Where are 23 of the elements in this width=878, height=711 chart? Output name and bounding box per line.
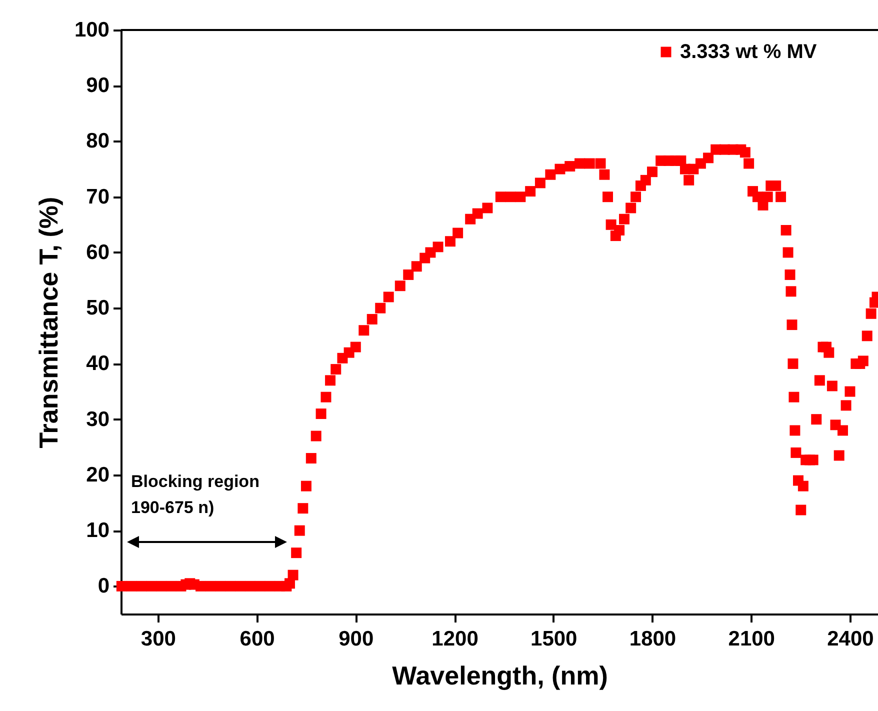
y-tick-label: 90 bbox=[86, 74, 110, 98]
legend-label: 3.333 wt % MV bbox=[680, 41, 818, 63]
x-tick-label: 300 bbox=[140, 628, 176, 650]
x-tick-label: 2400 bbox=[827, 628, 874, 650]
x-axis-title: Wavelength, (nm) bbox=[392, 660, 608, 690]
annotation: Blocking region 190-675 n) bbox=[131, 472, 260, 517]
x-tick-label: 1800 bbox=[629, 628, 676, 650]
y-tick-label: 0 bbox=[98, 574, 110, 598]
x-tick-label: 2100 bbox=[728, 628, 775, 650]
y-tick-label: 70 bbox=[86, 185, 110, 208]
y-tick-label: 50 bbox=[86, 296, 110, 320]
x-tick-label: 600 bbox=[240, 628, 275, 650]
y-tick-label: 60 bbox=[86, 240, 110, 264]
x-tick-label: 1500 bbox=[530, 628, 578, 650]
y-axis-title: Transmittance T, (%) bbox=[33, 196, 64, 448]
y-tick-label: 10 bbox=[86, 519, 110, 542]
x-tick-label: 1200 bbox=[432, 628, 478, 650]
y-tick-label: 80 bbox=[86, 130, 110, 153]
x-tick-label: 900 bbox=[338, 628, 374, 650]
y-tick-label: 30 bbox=[86, 408, 110, 431]
y-tick-label: 20 bbox=[86, 463, 110, 486]
y-tick-label: 40 bbox=[86, 352, 110, 376]
y-tick-label: 100 bbox=[74, 18, 110, 42]
